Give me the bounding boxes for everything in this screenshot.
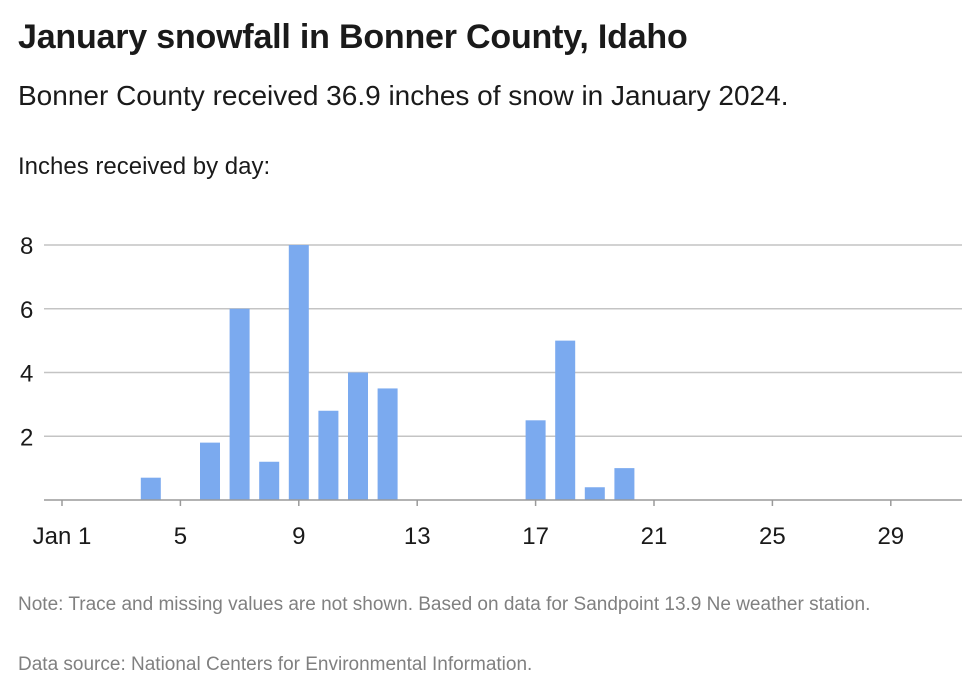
chart-title: January snowfall in Bonner County, Idaho bbox=[18, 18, 688, 56]
chart-subtitle: Bonner County received 36.9 inches of sn… bbox=[18, 80, 789, 111]
chart-note: Note: Trace and missing values are not s… bbox=[18, 594, 871, 615]
bar-day-4 bbox=[140, 477, 161, 500]
bar-day-11 bbox=[348, 372, 368, 500]
bar-day-17 bbox=[525, 420, 546, 500]
y-tick-label: 4 bbox=[20, 361, 33, 388]
bar-day-12 bbox=[377, 388, 398, 500]
y-tick-labels: 2 4 6 8 bbox=[20, 233, 33, 451]
gridlines bbox=[44, 244, 962, 437]
x-tick-label: 21 bbox=[641, 523, 668, 550]
bar-day-19 bbox=[584, 487, 605, 500]
y-tick-label: 8 bbox=[20, 233, 33, 260]
x-tick-label: 25 bbox=[759, 523, 786, 550]
x-tick-label: 5 bbox=[174, 523, 187, 550]
x-tick-label: 29 bbox=[877, 523, 904, 550]
bar-day-8 bbox=[259, 461, 280, 500]
bar-day-10 bbox=[318, 410, 339, 500]
x-axis: Jan 1 5 9 13 17 21 25 29 bbox=[33, 499, 962, 550]
snowfall-bar-chart: 2 4 6 8 Jan 1 5 9 13 17 21 25 29 bbox=[20, 233, 962, 550]
x-tick-label: 13 bbox=[404, 523, 431, 550]
x-tick-label: 9 bbox=[292, 523, 305, 550]
bar-day-7 bbox=[229, 308, 250, 500]
x-tick-label: Jan 1 bbox=[33, 523, 92, 550]
bars bbox=[140, 245, 635, 500]
data-source: Data source: National Centers for Enviro… bbox=[18, 654, 533, 675]
bar-day-9 bbox=[288, 245, 309, 500]
y-axis-label: Inches received by day: bbox=[18, 153, 271, 180]
bar-day-20 bbox=[614, 468, 635, 500]
y-tick-label: 6 bbox=[20, 297, 33, 324]
y-tick-label: 2 bbox=[20, 424, 33, 451]
bar-day-6 bbox=[200, 442, 220, 500]
bar-day-18 bbox=[555, 340, 576, 500]
x-tick-label: 17 bbox=[522, 523, 549, 550]
